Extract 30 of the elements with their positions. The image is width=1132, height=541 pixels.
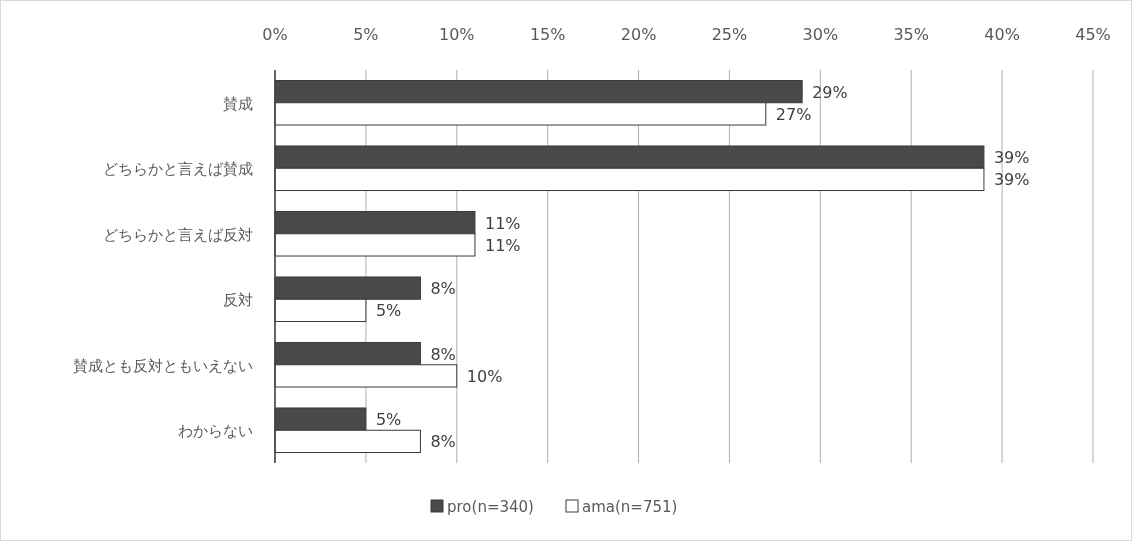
- x-tick-label: 35%: [893, 25, 929, 44]
- legend-label: ama(n=751): [582, 498, 678, 516]
- data-label: 8%: [430, 432, 456, 452]
- x-tick-label: 10%: [439, 25, 475, 44]
- y-tick-label: 賛成: [223, 94, 253, 113]
- data-label: 5%: [375, 410, 402, 430]
- data-label: 39%: [993, 148, 1030, 168]
- x-tick-label: 5%: [353, 25, 379, 44]
- x-tick-label: 15%: [529, 25, 566, 44]
- x-tick-label: 40%: [984, 25, 1020, 44]
- legend-label: pro(n=340): [447, 498, 534, 516]
- data-label: 29%: [812, 82, 848, 102]
- y-tick-label: 賛成とも反対ともいえない: [73, 356, 253, 375]
- data-label: 5%: [375, 301, 402, 321]
- data-label: 27%: [775, 104, 812, 124]
- data-label: 11%: [484, 213, 521, 233]
- y-tick-label: わからない: [178, 422, 253, 441]
- y-tick-label: どちらかと言えば反対: [103, 225, 253, 244]
- x-tick-label: 20%: [620, 25, 657, 44]
- x-tick-label: 25%: [711, 25, 748, 44]
- data-label: 8%: [430, 279, 456, 299]
- data-label: 8%: [430, 344, 456, 364]
- x-tick-label: 0%: [262, 25, 288, 44]
- data-label: 10%: [466, 366, 503, 386]
- x-tick-label: 45%: [1075, 25, 1111, 44]
- x-tick-label: 30%: [802, 25, 839, 44]
- data-label: 39%: [993, 170, 1030, 190]
- y-tick-label: どちらかと言えば賛成: [103, 160, 253, 179]
- y-tick-label: 反対: [223, 291, 253, 310]
- data-label: 11%: [484, 235, 521, 255]
